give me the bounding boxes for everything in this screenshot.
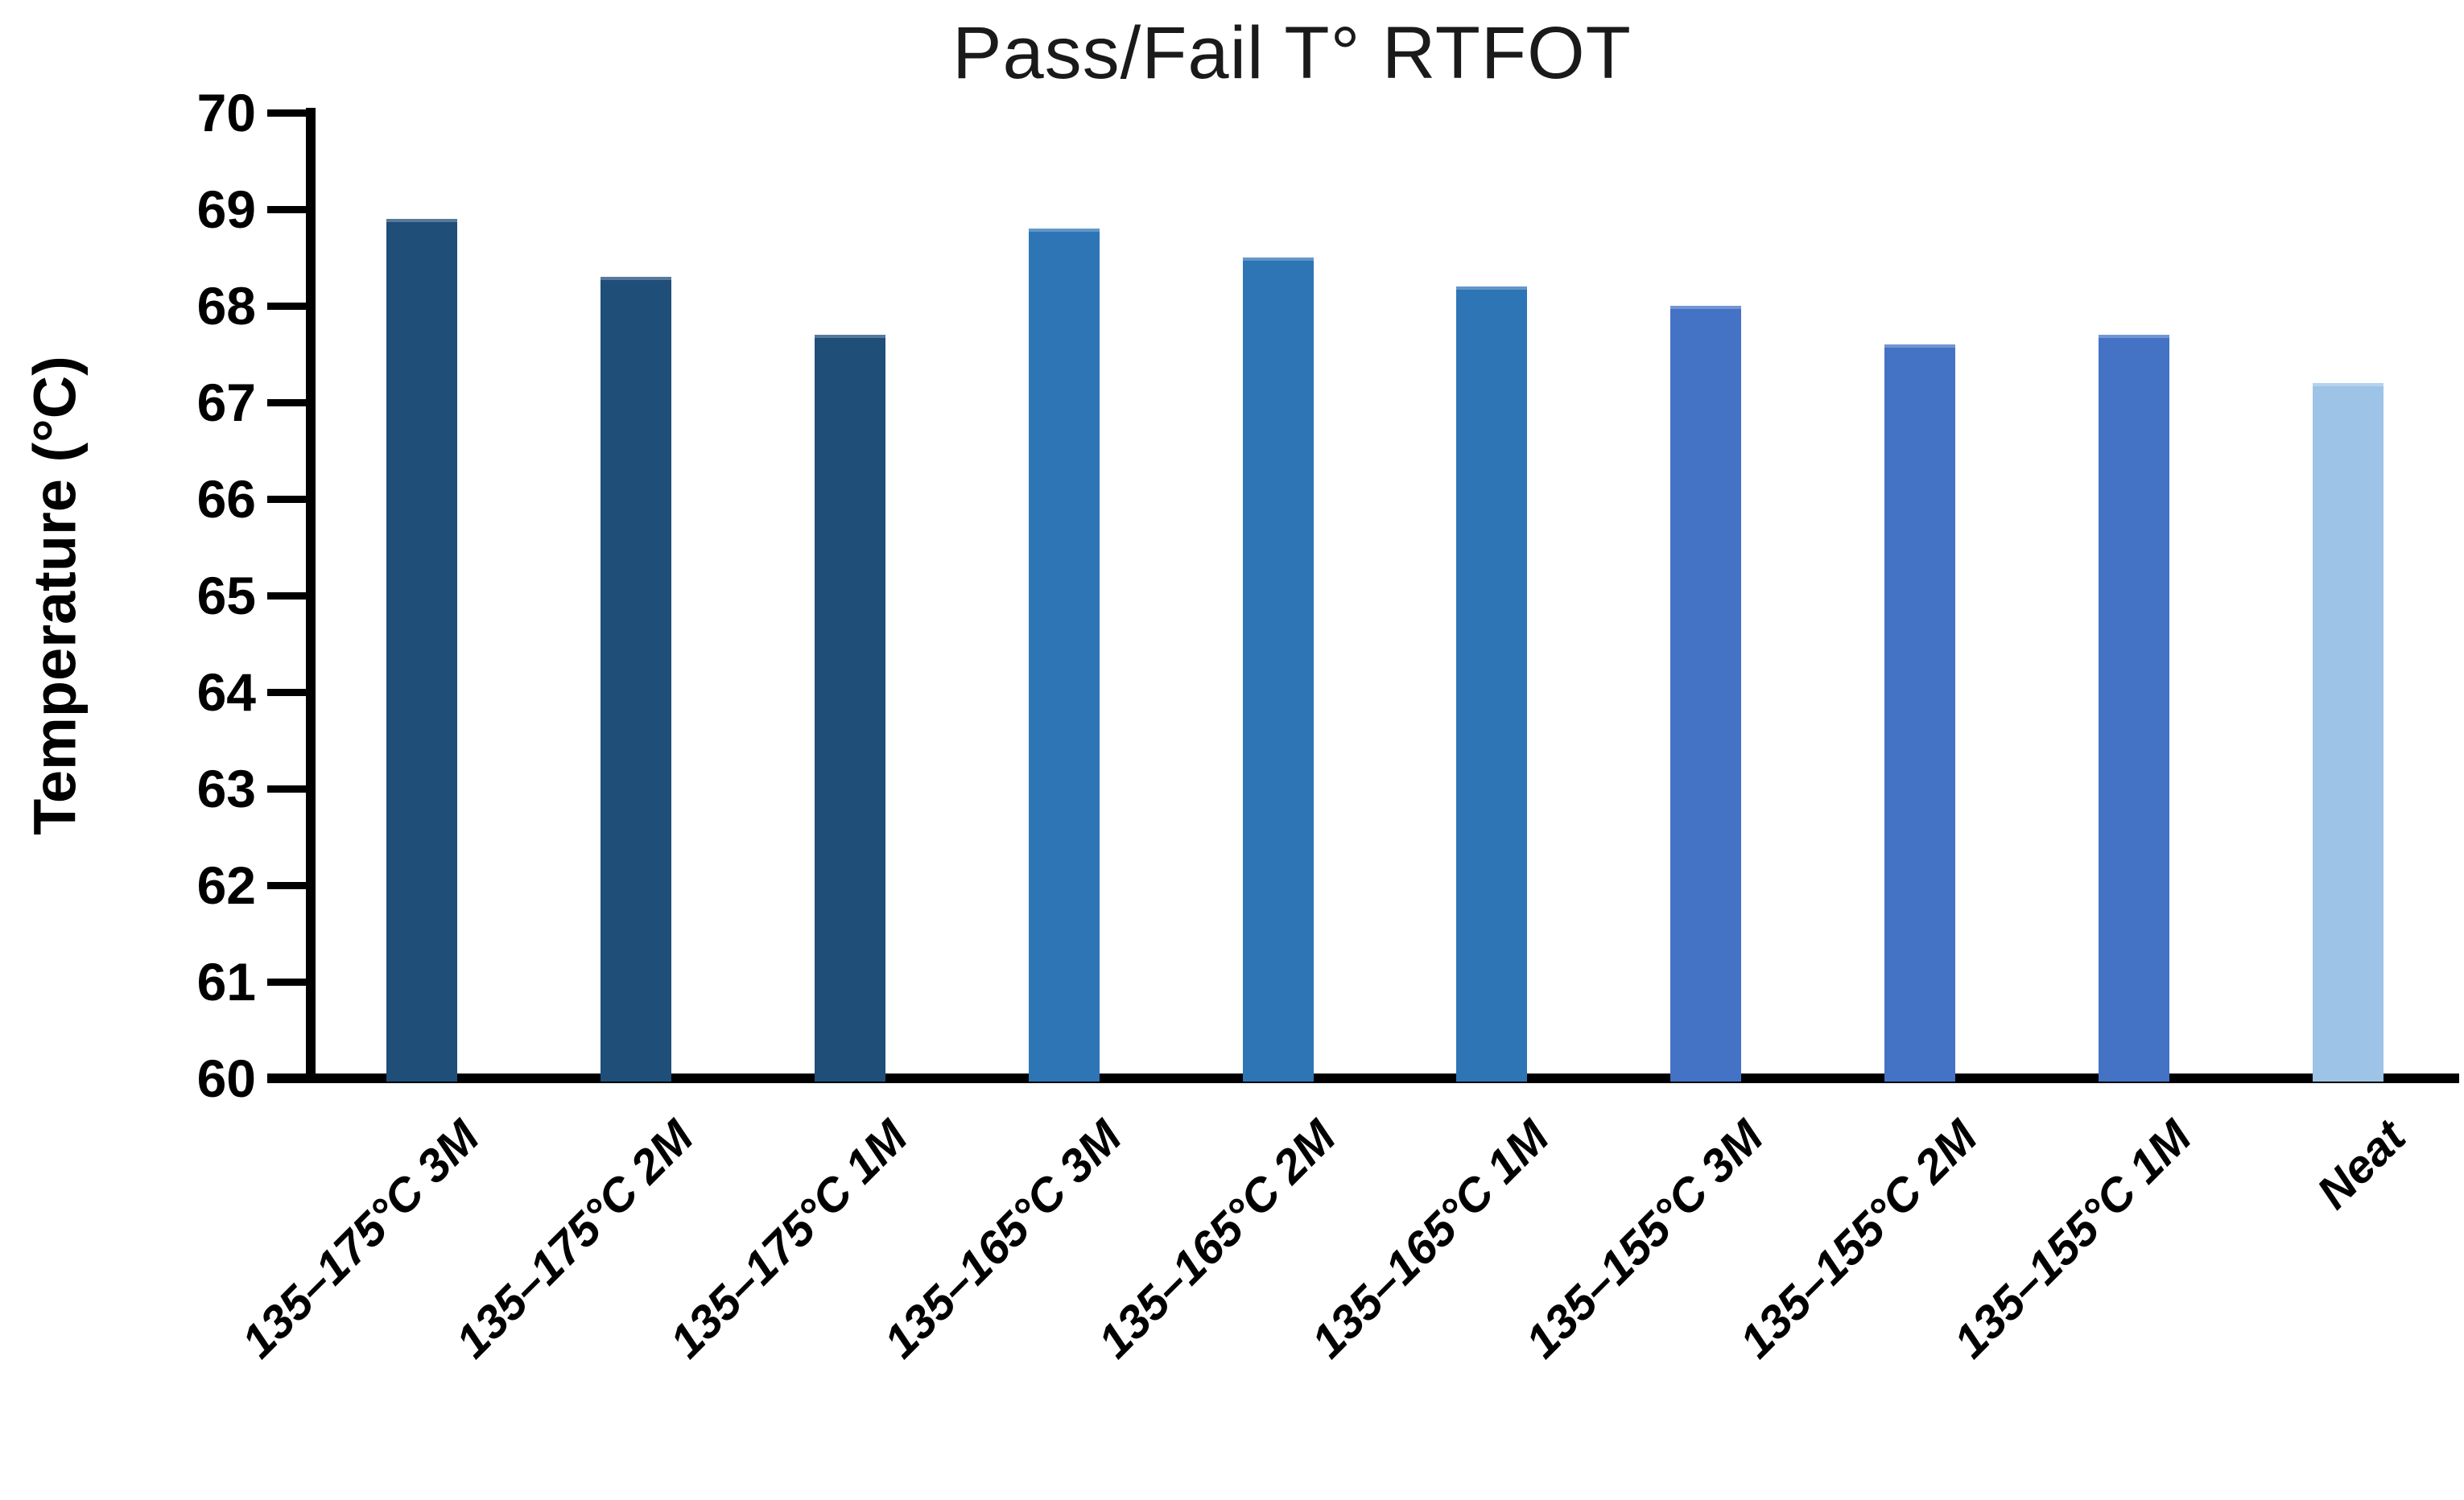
y-tick-label: 69 <box>196 179 256 239</box>
y-tick-mark <box>267 109 306 117</box>
y-tick-mark <box>267 398 306 406</box>
chart-title: Pass/Fail T° RTFOT <box>952 12 1632 94</box>
x-category-label: 135–155°C 1M <box>1943 1110 2202 1368</box>
bar-Neat <box>2313 383 2384 1082</box>
y-tick-label: 64 <box>196 662 256 722</box>
y-axis-label: Temperature (°C) <box>21 356 89 835</box>
x-category-label: 135–155°C 2M <box>1730 1110 1988 1368</box>
plot-area: Pass/Fail T° RTFOT Temperature (°C) 60 61… <box>21 12 2459 1368</box>
y-axis-line <box>306 108 316 1083</box>
bar-135–175°C 1M <box>814 335 885 1082</box>
bar-135–165°C 3M <box>1028 229 1100 1082</box>
bar-135–175°C 2M <box>600 277 671 1082</box>
x-category-label: 135–155°C 3M <box>1516 1110 1774 1368</box>
x-category-label: Neat <box>2307 1110 2416 1219</box>
x-category-label: 135–165°C 3M <box>873 1110 1132 1368</box>
y-tick-label: 61 <box>196 952 256 1012</box>
bar-135–155°C 3M <box>1670 306 1742 1082</box>
y-tick-label: 63 <box>196 759 256 818</box>
y-tick-mark <box>267 495 306 503</box>
y-tick-label: 62 <box>196 855 256 915</box>
y-tick-mark <box>267 688 306 696</box>
x-category-label: 135–165°C 2M <box>1088 1110 1346 1368</box>
y-tick-label: 60 <box>196 1049 256 1108</box>
y-tick-label: 70 <box>196 83 256 142</box>
bar-135–165°C 2M <box>1242 258 1314 1082</box>
y-tick-mark <box>267 881 306 889</box>
y-tick-label: 68 <box>196 276 256 336</box>
bar-135–155°C 1M <box>2099 335 2170 1082</box>
y-tick-mark <box>267 978 306 986</box>
y-tick-mark <box>267 785 306 793</box>
bar-135–155°C 2M <box>1884 344 1956 1082</box>
x-category-label: 135–175°C 1M <box>659 1110 918 1368</box>
x-category-label: 135–175°C 2M <box>445 1110 704 1368</box>
y-tick-label: 65 <box>196 566 256 625</box>
y-tick-label: 67 <box>196 373 256 432</box>
x-category-label: 135–175°C 3M <box>231 1110 489 1368</box>
y-tick-mark <box>267 302 306 310</box>
bar-135–165°C 1M <box>1456 286 1528 1082</box>
y-tick-label: 66 <box>196 469 256 529</box>
y-tick-mark <box>267 205 306 213</box>
y-tick-mark <box>267 591 306 600</box>
bar-135–175°C 3M <box>386 219 457 1082</box>
x-category-label: 135–165°C 1M <box>1302 1110 1560 1368</box>
y-tick-mark <box>267 1074 306 1082</box>
